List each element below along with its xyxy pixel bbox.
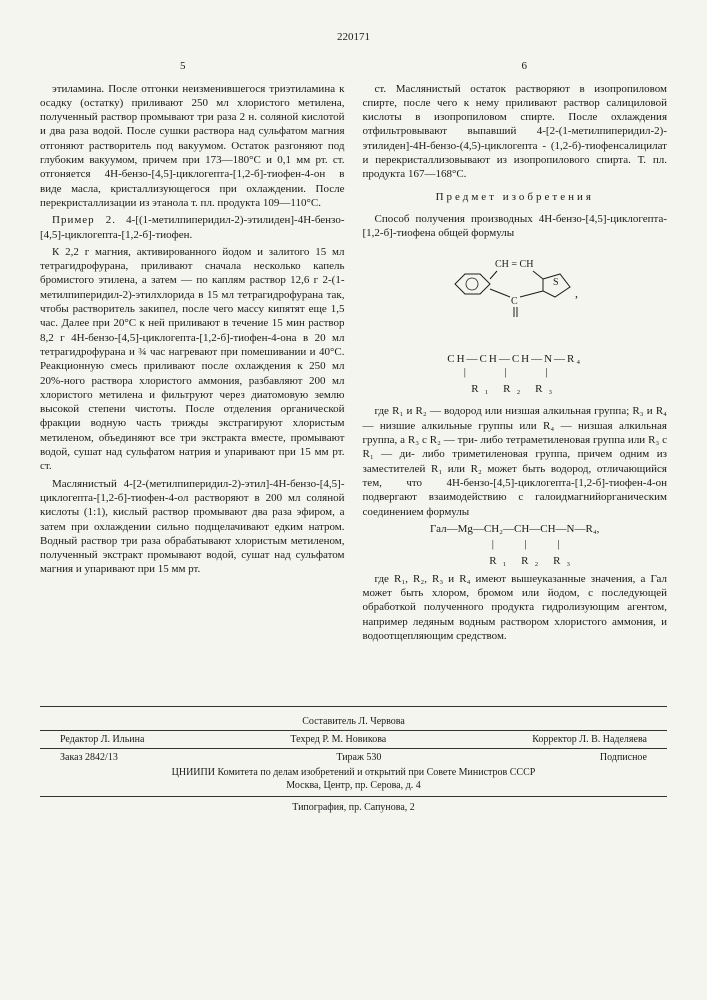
footer: Составитель Л. Червова Редактор Л. Ильин…: [40, 706, 667, 814]
footer-tech: Техред Р. М. Новикова: [290, 733, 386, 746]
left-p4: Маслянистый 4-[2-(метилпиперидил-2)-этил…: [40, 477, 345, 577]
footer-address: Москва, Центр, пр. Серова, д. 4: [40, 779, 667, 792]
columns: этиламина. После отгонки неизменившегося…: [40, 82, 667, 647]
footer-print: Заказ 2842/13 Тираж 530 Подписное: [40, 751, 667, 764]
right-p4: где R₁, R₂, R₃ и R₄ имеют вышеуказанные …: [363, 572, 668, 643]
formula-text2: CH—CH—CH—N—R₄: [363, 352, 668, 366]
right-column: ст. Маслянистый остаток растворяют в изо…: [363, 82, 668, 647]
svg-text:,: ,: [575, 286, 578, 300]
svg-text:C: C: [511, 296, 518, 307]
content: этиламина. После отгонки неизменившегося…: [40, 82, 667, 647]
structure-svg: CH = CH S C ,: [435, 249, 595, 349]
col-num-left: 5: [180, 59, 186, 73]
left-p2: Пример 2. 4-[(1-метилпиперидил-2)-этилид…: [40, 213, 345, 242]
doc-number: 220171: [40, 30, 667, 44]
left-column: этиламина. После отгонки неизменившегося…: [40, 82, 345, 647]
col-num-right: 6: [522, 59, 528, 73]
svg-text:CH = CH: CH = CH: [495, 259, 533, 270]
column-numbers: 5 6: [40, 59, 667, 73]
footer-subscription: Подписное: [600, 751, 647, 764]
formula-line1: Гал—Mg—CH₂—CH—CH—N—R₄,: [363, 522, 668, 536]
formula-text3: R₁ R₂ R₃: [363, 382, 668, 396]
footer-tirage: Тираж 530: [336, 751, 381, 764]
svg-text:S: S: [553, 277, 559, 288]
left-p1: этиламина. После отгонки неизменившегося…: [40, 82, 345, 211]
right-p3: где R₁ и R₂ — водород или низшая алкильн…: [363, 404, 668, 518]
footer-rule1: [40, 730, 667, 731]
footer-compiler: Составитель Л. Червова: [40, 715, 667, 728]
footer-editor: Редактор Л. Ильина: [60, 733, 144, 746]
formula-line2: R₁ R₂ R₃: [399, 554, 668, 568]
chemical-structure: CH = CH S C , CH—CH—CH—N—R₄ | | | R₁ R₂ …: [363, 249, 668, 397]
left-p3: К 2,2 г магния, активированного йодом и …: [40, 245, 345, 474]
right-p2: Способ получения производных 4Н-бензо-[4…: [363, 212, 668, 241]
footer-org: ЦНИИПИ Комитета по делам изобретений и о…: [40, 766, 667, 779]
footer-rule2: [40, 748, 667, 749]
right-p1: ст. Маслянистый остаток растворяют в изо…: [363, 82, 668, 182]
footer-order: Заказ 2842/13: [60, 751, 118, 764]
formula-vert-bars: | | |: [363, 365, 668, 379]
footer-corrector: Корректор Л. В. Наделяева: [532, 733, 647, 746]
footer-typography: Типография, пр. Сапунова, 2: [40, 796, 667, 814]
section-title: Предмет изобретения: [363, 190, 668, 204]
footer-credits: Редактор Л. Ильина Техред Р. М. Новикова…: [40, 733, 667, 746]
formula-vert-bars2: | | |: [399, 537, 668, 551]
